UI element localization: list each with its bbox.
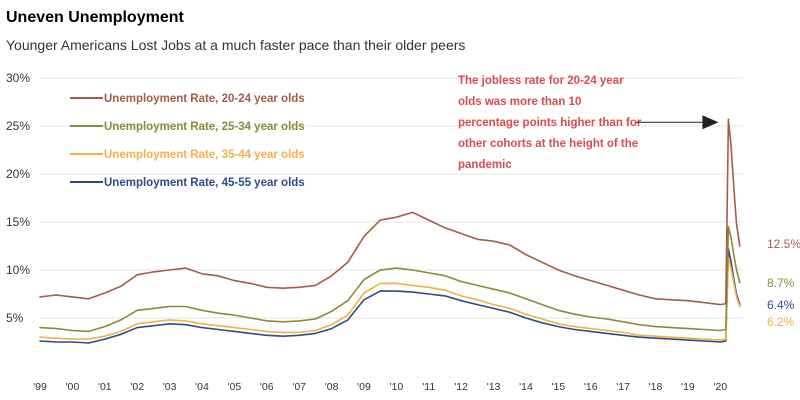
- x-tick-label: '14: [519, 381, 533, 393]
- legend-item-label: Unemployment Rate, 45-55 year olds: [104, 177, 305, 189]
- x-tick-label: '16: [584, 381, 598, 393]
- legend-item-label: Unemployment Rate, 20-24 year olds: [104, 93, 305, 105]
- x-tick-label: '00: [66, 381, 80, 393]
- annotation-arrowhead: [702, 115, 719, 130]
- y-tick-label: 10%: [6, 263, 30, 277]
- legend-item-label: Unemployment Rate, 25-34 year olds: [104, 121, 305, 133]
- annotation-text: The jobless rate for 20-24 year: [458, 75, 624, 87]
- legend-item-label: Unemployment Rate, 35-44 year olds: [104, 149, 305, 161]
- x-tick-label: '09: [357, 381, 371, 393]
- x-tick-label: '20: [713, 381, 727, 393]
- x-tick-label: '12: [454, 381, 468, 393]
- annotation-text: percentage points higher than for: [458, 117, 642, 129]
- y-tick-label: 15%: [6, 215, 30, 229]
- x-tick-label: '99: [33, 381, 47, 393]
- end-labels: 12.5% 8.7% 6.2% 6.4%: [767, 237, 800, 329]
- x-tick-label: '06: [260, 381, 274, 393]
- x-tick-label: '18: [649, 381, 663, 393]
- y-tick-label: 25%: [6, 119, 30, 133]
- series-line: [39, 248, 741, 344]
- y-tick-label: 20%: [6, 167, 30, 181]
- y-axis-ticks: 5% 10% 15% 20% 25% 30%: [6, 71, 30, 325]
- gridlines: [40, 77, 743, 319]
- x-tick-label: '10: [390, 381, 404, 393]
- annotation-text: pandemic: [458, 159, 512, 171]
- series-line: [39, 226, 741, 333]
- annotation-text: other cohorts at the height of the: [458, 138, 638, 150]
- legend: Unemployment Rate, 20-24 year olds Unempl…: [70, 93, 305, 189]
- x-tick-label: '08: [325, 381, 339, 393]
- x-tick-label: '17: [616, 381, 630, 393]
- y-tick-label: 5%: [6, 311, 24, 325]
- end-value-label: 12.5%: [767, 237, 800, 251]
- annotation: The jobless rate for 20-24 year olds was …: [458, 75, 719, 171]
- end-value-label: 6.4%: [767, 298, 795, 312]
- x-tick-label: '13: [487, 381, 501, 393]
- chart-title: Uneven Unemployment: [6, 9, 184, 26]
- end-value-label: 6.2%: [767, 315, 795, 329]
- x-tick-label: '15: [551, 381, 565, 393]
- y-tick-label: 30%: [6, 71, 30, 85]
- x-tick-label: '04: [195, 381, 209, 393]
- x-axis-ticks: '99 '00 '01 '02 '03 '04 '05 '06 '07 '08 '09 '10 '11 '…: [33, 381, 727, 393]
- end-value-label: 8.7%: [767, 276, 795, 290]
- x-tick-label: '03: [163, 381, 177, 393]
- x-tick-label: '01: [98, 381, 112, 393]
- annotation-text: olds was more than 10: [458, 96, 581, 108]
- x-tick-label: '05: [228, 381, 242, 393]
- series-lines: [39, 118, 741, 344]
- x-tick-label: '19: [681, 381, 695, 393]
- x-tick-label: '07: [292, 381, 306, 393]
- x-tick-label: '02: [130, 381, 144, 393]
- series-line: [39, 256, 741, 341]
- chart-subtitle: Younger Americans Lost Jobs at a much fa…: [6, 37, 465, 53]
- series-line: [39, 118, 741, 306]
- x-tick-label: '11: [422, 381, 435, 393]
